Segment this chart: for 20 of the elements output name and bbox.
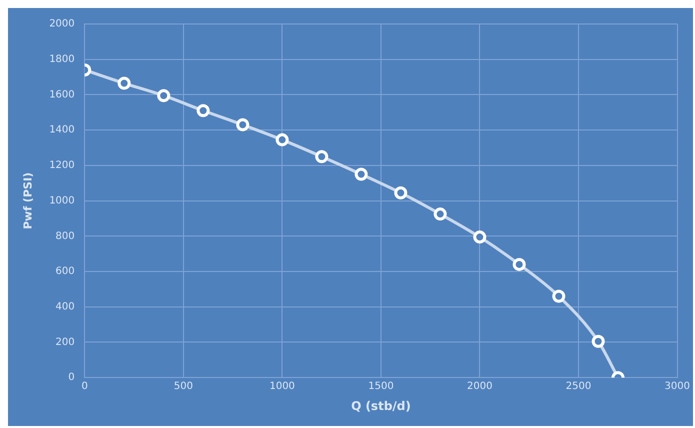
x-tick-label: 500 bbox=[174, 381, 193, 392]
x-tick-label: 1000 bbox=[269, 381, 295, 392]
y-tick-label: 1400 bbox=[49, 124, 75, 136]
y-tick-label: 0 bbox=[68, 372, 75, 384]
x-tick-label: 2000 bbox=[467, 381, 492, 392]
y-tick-label: 2000 bbox=[49, 18, 75, 30]
x-axis-title: Q (stb/d) bbox=[351, 398, 411, 413]
x-tick-label: 2500 bbox=[566, 381, 592, 392]
y-tick-label: 800 bbox=[56, 230, 75, 242]
y-axis-title: Pwf (PSI) bbox=[21, 172, 34, 230]
y-tick-label: 400 bbox=[56, 301, 75, 312]
y-tick-label: 1600 bbox=[49, 89, 75, 100]
y-tick-label: 600 bbox=[56, 266, 75, 278]
y-tick-label: 200 bbox=[56, 336, 75, 348]
x-tick-label: 1500 bbox=[368, 381, 394, 392]
y-tick-label: 1200 bbox=[49, 160, 75, 172]
x-tick-label: 3000 bbox=[664, 381, 690, 392]
y-tick-label: 1000 bbox=[49, 195, 75, 206]
y-tick-label: 1800 bbox=[49, 54, 75, 65]
x-tick-label: 0 bbox=[81, 381, 88, 392]
